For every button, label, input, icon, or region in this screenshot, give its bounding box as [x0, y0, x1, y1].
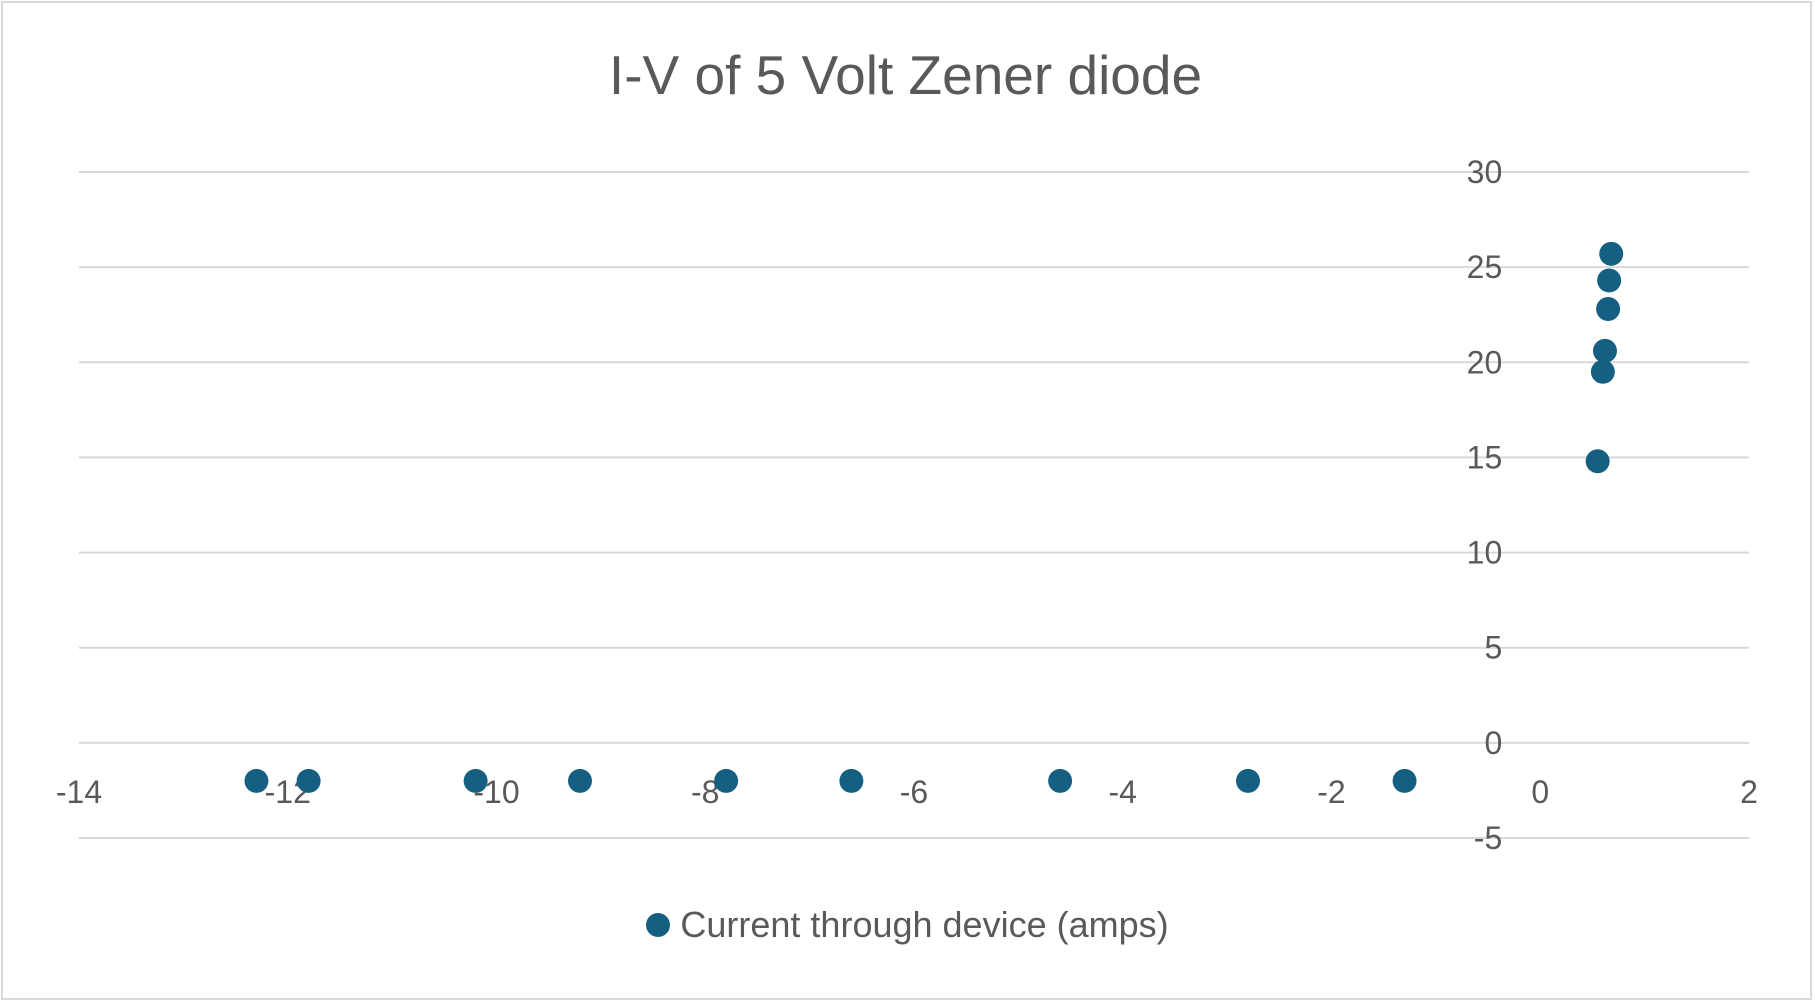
legend-marker [646, 913, 671, 937]
y-tick-label: 0 [1484, 725, 1502, 761]
data-point [839, 768, 864, 793]
x-tick-label: 0 [1531, 774, 1549, 810]
y-tick-label: 20 [1467, 344, 1503, 380]
gridlines [79, 171, 1749, 839]
data-point [1597, 268, 1622, 293]
data-point [1392, 768, 1417, 793]
y-tick-label: 15 [1467, 439, 1503, 475]
data-point [568, 768, 592, 793]
x-axis-ticks: -14 -12 -10 -8 -6 -4 -2 0 2 [56, 774, 1758, 810]
data-point [463, 768, 488, 793]
y-tick-label: 5 [1484, 630, 1502, 666]
data-point [1585, 449, 1610, 474]
data-points [244, 241, 1624, 793]
chart-title: I-V of 5 Volt Zener diode [608, 44, 1203, 106]
legend: Current through device (amps) [0, 904, 1815, 946]
data-point [1048, 768, 1073, 793]
data-point [244, 768, 269, 793]
data-point [1599, 241, 1624, 266]
legend-label: Current through device (amps) [680, 904, 1169, 945]
x-tick-label: -4 [1109, 774, 1137, 810]
data-point [714, 768, 739, 793]
data-point [1590, 359, 1615, 384]
y-tick-label: 25 [1467, 249, 1503, 285]
x-tick-label: 2 [1740, 774, 1758, 810]
y-tick-label: 10 [1467, 535, 1503, 571]
x-tick-label: -6 [900, 774, 928, 810]
y-tick-label: 30 [1467, 154, 1503, 190]
x-tick-label: -14 [56, 774, 102, 810]
x-tick-label: -2 [1317, 774, 1345, 810]
data-point [1236, 768, 1260, 793]
y-tick-label: -5 [1474, 820, 1502, 856]
data-point [1596, 297, 1621, 322]
data-point [1592, 338, 1617, 363]
y-axis-ticks: -5 0 5 10 15 20 25 30 [1467, 154, 1503, 856]
data-point [296, 768, 321, 793]
